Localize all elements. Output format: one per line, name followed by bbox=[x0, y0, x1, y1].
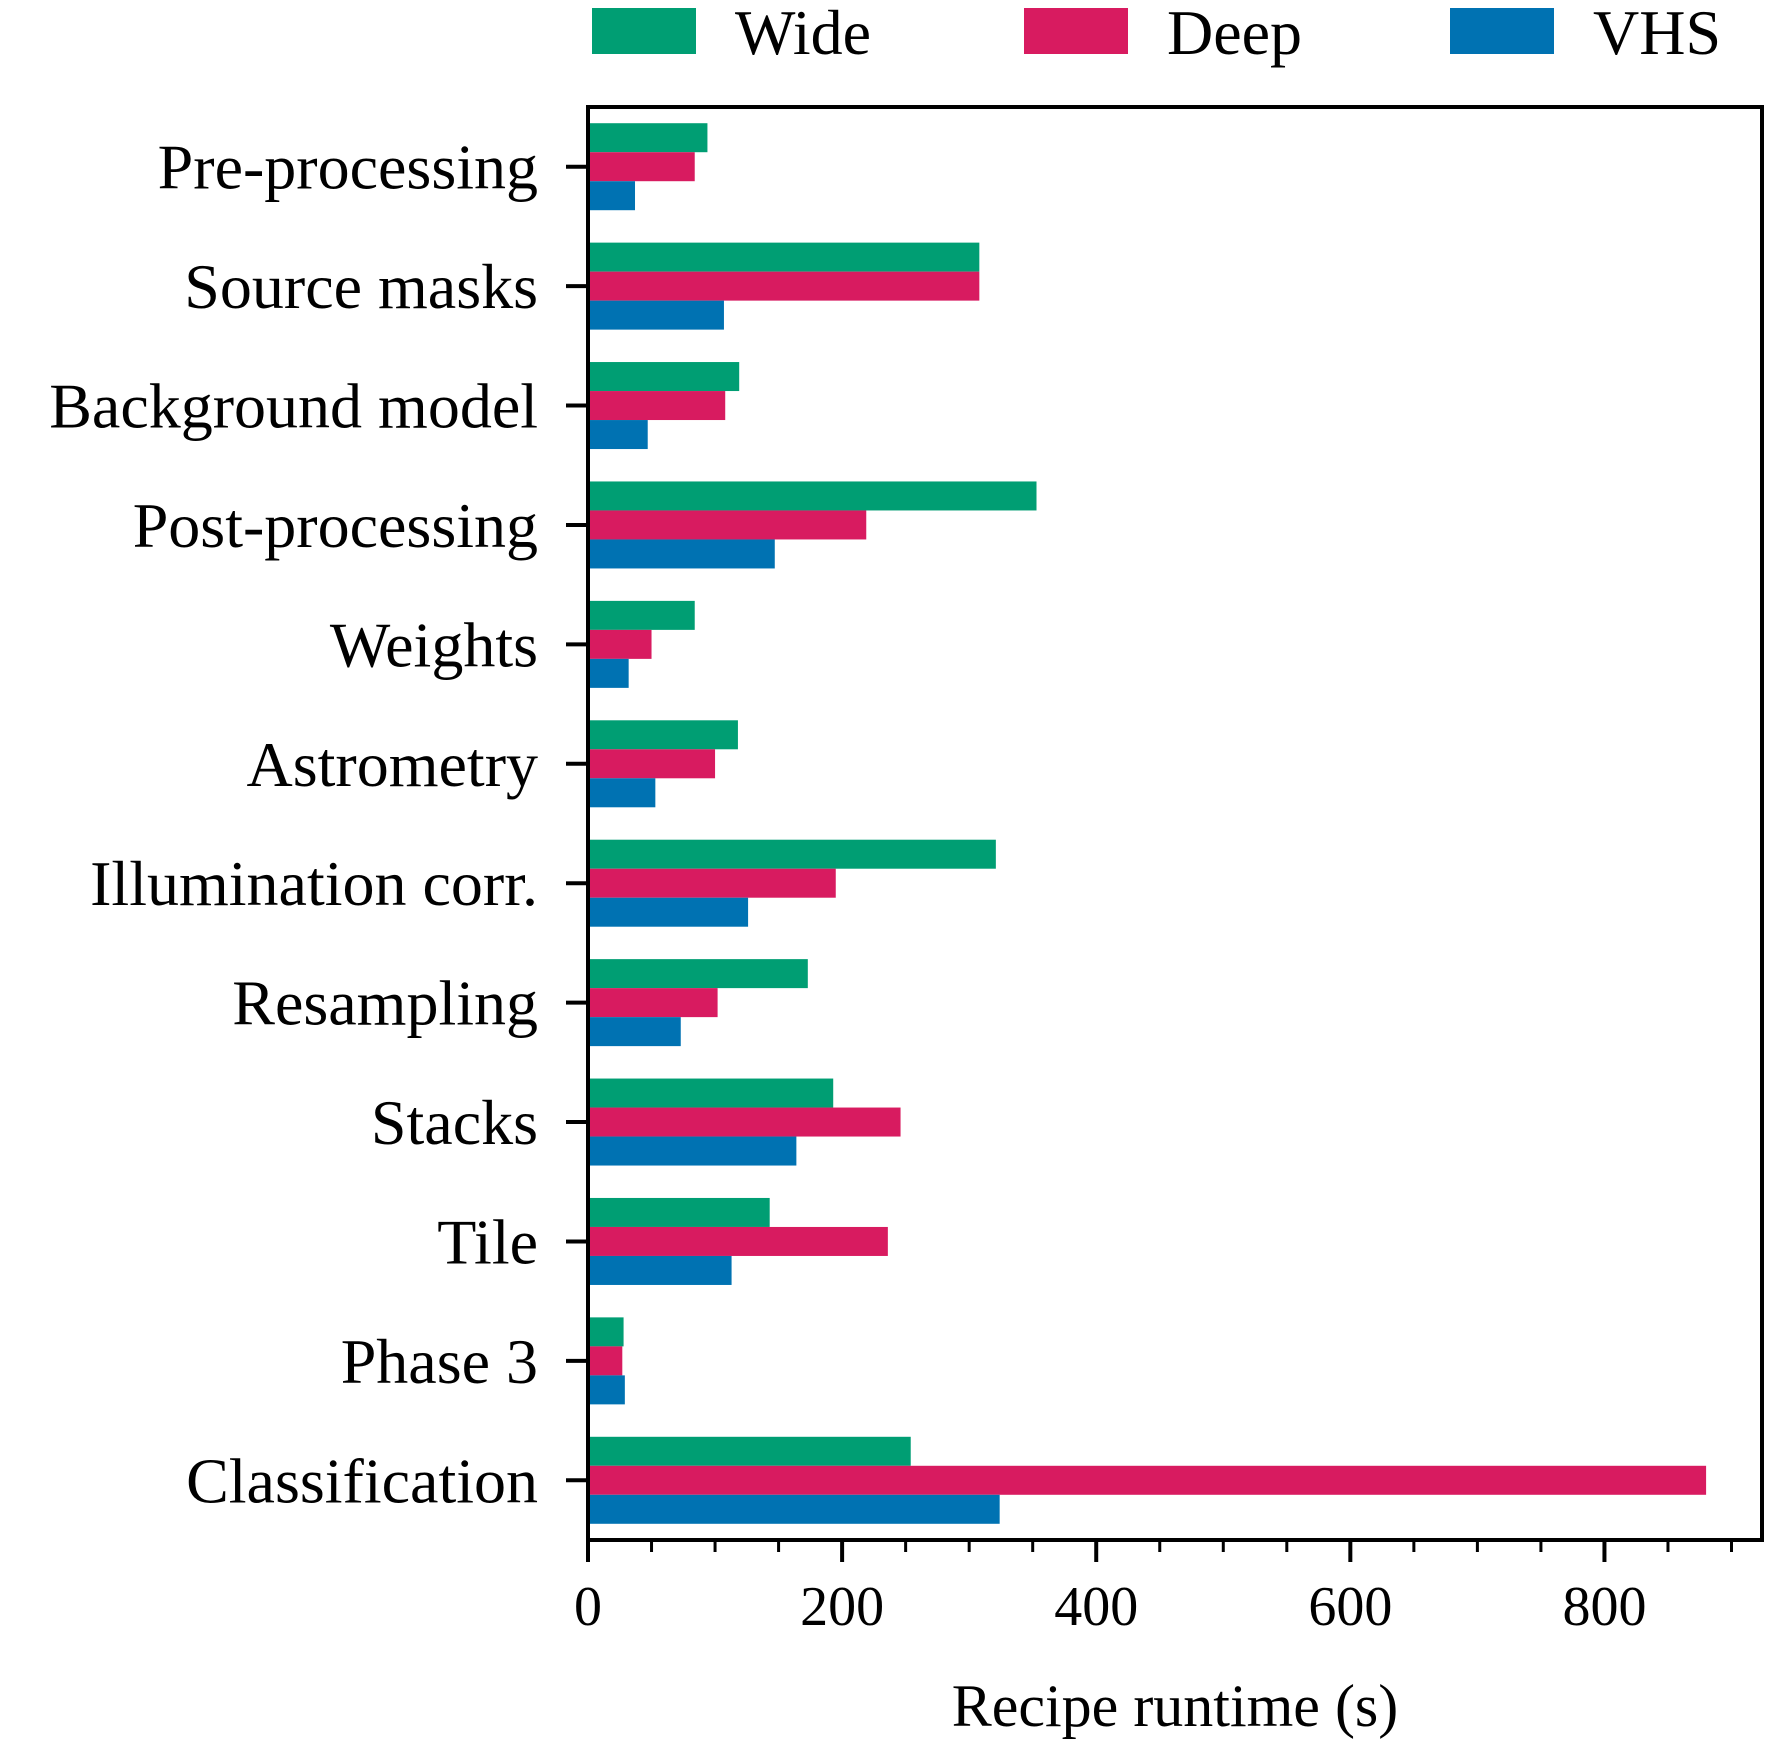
category-label: Phase 3 bbox=[341, 1326, 538, 1397]
bar-vhs-1 bbox=[588, 300, 724, 330]
bar-vhs-6 bbox=[588, 897, 749, 927]
bar-wide-10 bbox=[588, 1317, 624, 1347]
x-tick-label: 0 bbox=[574, 1576, 602, 1638]
x-tick-label: 600 bbox=[1308, 1576, 1392, 1638]
bar-vhs-11 bbox=[588, 1494, 1000, 1524]
bar-vhs-10 bbox=[588, 1375, 625, 1405]
bar-wide-8 bbox=[588, 1078, 834, 1108]
bar-deep-11 bbox=[588, 1465, 1707, 1495]
bar-vhs-2 bbox=[588, 420, 648, 450]
x-axis-label: Recipe runtime (s) bbox=[952, 1673, 1399, 1739]
bar-deep-0 bbox=[588, 152, 695, 182]
x-axis-ticks: 0 200 400 600 800 bbox=[574, 1540, 1734, 1638]
bar-wide-11 bbox=[588, 1436, 911, 1466]
bar-wide-7 bbox=[588, 959, 808, 989]
bar-vhs-9 bbox=[588, 1255, 732, 1285]
category-label: Pre-processing bbox=[158, 132, 538, 203]
category-label: Source masks bbox=[184, 251, 538, 322]
bar-vhs-0 bbox=[588, 181, 636, 211]
category-label: Illumination corr. bbox=[90, 848, 538, 919]
bars-group bbox=[588, 123, 1707, 1524]
bar-vhs-5 bbox=[588, 778, 656, 808]
legend-swatch-wide bbox=[592, 8, 696, 54]
bar-deep-2 bbox=[588, 391, 726, 421]
x-tick-label: 800 bbox=[1562, 1576, 1646, 1638]
bar-deep-8 bbox=[588, 1107, 901, 1137]
bar-deep-7 bbox=[588, 988, 718, 1018]
bar-deep-6 bbox=[588, 868, 836, 898]
bar-vhs-8 bbox=[588, 1136, 797, 1166]
x-tick-label: 200 bbox=[800, 1576, 884, 1638]
category-label: Tile bbox=[437, 1206, 538, 1277]
bar-vhs-7 bbox=[588, 1017, 681, 1047]
bar-wide-9 bbox=[588, 1197, 770, 1227]
bar-deep-5 bbox=[588, 749, 716, 779]
bar-vhs-4 bbox=[588, 658, 629, 688]
bar-wide-5 bbox=[588, 720, 738, 750]
category-label: Background model bbox=[49, 371, 538, 442]
bar-deep-10 bbox=[588, 1346, 623, 1376]
bar-wide-6 bbox=[588, 839, 996, 869]
bar-vhs-3 bbox=[588, 539, 775, 569]
legend: Wide Deep VHS bbox=[592, 0, 1721, 68]
category-label: Stacks bbox=[371, 1087, 538, 1158]
legend-label-wide: Wide bbox=[735, 0, 871, 68]
legend-swatch-vhs bbox=[1450, 8, 1554, 54]
bar-wide-0 bbox=[588, 123, 708, 153]
x-tick-label: 400 bbox=[1054, 1576, 1138, 1638]
bar-wide-4 bbox=[588, 600, 695, 630]
y-axis-ticks: Pre-processing Source masks Background mod… bbox=[49, 132, 588, 1516]
category-label: Post-processing bbox=[133, 490, 538, 561]
bar-deep-9 bbox=[588, 1226, 888, 1256]
bar-wide-3 bbox=[588, 481, 1037, 511]
legend-label-deep: Deep bbox=[1167, 0, 1302, 68]
bar-deep-4 bbox=[588, 629, 652, 659]
category-label: Weights bbox=[330, 609, 538, 680]
bar-deep-3 bbox=[588, 510, 867, 540]
plot-frame bbox=[586, 105, 1764, 1542]
bar-wide-2 bbox=[588, 362, 740, 392]
legend-label-vhs: VHS bbox=[1593, 0, 1721, 68]
bar-wide-1 bbox=[588, 242, 980, 272]
legend-swatch-deep bbox=[1024, 8, 1128, 54]
category-label: Resampling bbox=[232, 968, 538, 1039]
category-label: Astrometry bbox=[247, 729, 539, 800]
bar-deep-1 bbox=[588, 271, 980, 301]
category-label: Classification bbox=[186, 1445, 538, 1516]
